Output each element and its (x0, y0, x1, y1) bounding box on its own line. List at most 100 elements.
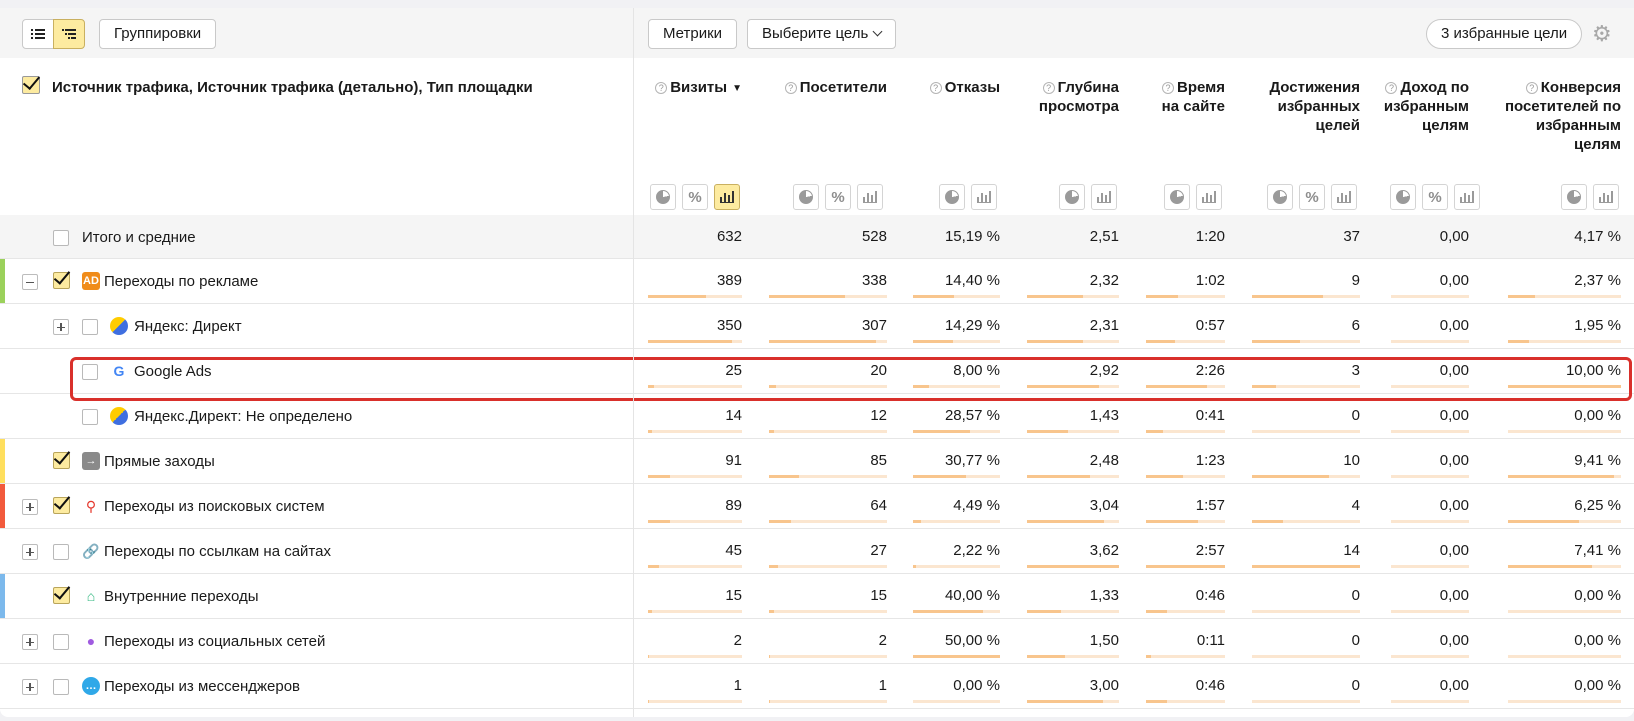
help-icon[interactable]: ? (784, 82, 797, 94)
share-bar-track (1027, 520, 1119, 523)
bar-chart-icon[interactable] (1454, 184, 1480, 210)
row-checkbox[interactable] (53, 587, 70, 604)
table-row[interactable]: … Переходы из мессенджеров 1 1 0,00 % 3,00 0:4… (0, 664, 1634, 709)
cell-visits: 25 (725, 362, 742, 379)
cell-goals: 0 (1351, 632, 1360, 649)
help-icon[interactable]: ? (929, 82, 942, 94)
column-divider (633, 8, 634, 717)
tree-view-button[interactable] (53, 19, 85, 49)
table-row[interactable]: G Google Ads 25 20 8,00 % 2,92 2:26 3 0,00 10,00 … (0, 349, 1634, 394)
share-bar-track (1146, 385, 1225, 388)
pie-chart-icon[interactable] (1561, 184, 1587, 210)
share-bar-track (648, 475, 742, 478)
groupings-button[interactable]: Группировки (99, 19, 217, 49)
pie-chart-icon[interactable] (1059, 184, 1085, 210)
share-bar-track (1508, 340, 1621, 343)
row-checkbox[interactable] (82, 409, 98, 425)
bar-chart-icon[interactable] (1331, 184, 1357, 210)
bar-chart-icon[interactable] (1091, 184, 1117, 210)
metrics-button[interactable]: Метрики (648, 19, 738, 49)
bar-chart-icon[interactable] (1593, 184, 1619, 210)
percent-icon[interactable]: % (682, 184, 708, 210)
cell-goals: 4 (1351, 497, 1360, 514)
row-checkbox[interactable] (53, 272, 70, 289)
table-row[interactable]: ● Переходы из социальных сетей 2 2 50,00 % 1,… (0, 619, 1634, 664)
help-icon[interactable]: ? (1385, 82, 1398, 94)
table-row[interactable]: 🔗 Переходы по ссылкам на сайтах 45 27 2,22 %… (0, 529, 1634, 574)
column-header-depth[interactable]: ? Глубина просмотра (1019, 78, 1119, 116)
row-checkbox[interactable] (53, 497, 70, 514)
row-label[interactable]: Яндекс.Директ: Не определено (134, 408, 353, 425)
help-icon[interactable]: ? (655, 82, 668, 94)
bar-chart-icon[interactable] (714, 184, 740, 210)
pie-chart-icon[interactable] (1390, 184, 1416, 210)
help-icon[interactable]: ? (1162, 82, 1174, 94)
bar-chart-icon[interactable] (971, 184, 997, 210)
row-label[interactable]: Переходы из мессенджеров (104, 678, 301, 695)
column-header-visits[interactable]: ? Визиты ▼ (622, 78, 742, 98)
expand-icon[interactable] (22, 634, 38, 650)
share-bar-fill (913, 520, 921, 523)
column-header-bounce[interactable]: ? Отказы (900, 78, 1000, 97)
yandex-direct-icon (110, 407, 128, 425)
share-bar-fill (1146, 700, 1167, 703)
row-label[interactable]: Переходы из поисковых систем (104, 498, 325, 515)
column-header-visitors[interactable]: ? Посетители (737, 78, 887, 97)
row-checkbox[interactable] (53, 634, 69, 650)
pie-chart-icon[interactable] (650, 184, 676, 210)
collapse-icon[interactable] (22, 274, 38, 290)
totals-row[interactable]: Итого и средние 632 528 15,19 % 2,51 1:20 37 0,… (0, 215, 1634, 259)
percent-icon[interactable]: % (825, 184, 851, 210)
dimension-checkbox[interactable] (22, 76, 40, 94)
expand-icon[interactable] (22, 544, 38, 560)
table-row[interactable]: → Прямые заходы 91 85 30,77 % 2,48 1:23 10 0,00 9… (0, 439, 1634, 484)
table-row[interactable]: Яндекс.Директ: Не определено 14 12 28,57 % 1… (0, 394, 1634, 439)
percent-icon[interactable]: % (1299, 184, 1325, 210)
sort-desc-icon[interactable]: ▼ (732, 83, 742, 94)
favorite-goals-button[interactable]: 3 избранные цели (1426, 19, 1583, 49)
share-bar-fill (769, 430, 774, 433)
table-row[interactable]: AD Переходы по рекламе 389 338 14,40 % 2,32 1:… (0, 259, 1634, 304)
row-label[interactable]: Прямые заходы (104, 453, 215, 470)
gear-icon[interactable]: ⚙ (1592, 21, 1612, 46)
pie-chart-icon[interactable] (1267, 184, 1293, 210)
row-checkbox[interactable] (53, 679, 69, 695)
list-view-button[interactable] (22, 19, 54, 49)
table-row[interactable]: ⚲ Переходы из поисковых систем 89 64 4,49 % 3… (0, 484, 1634, 529)
cell-depth: 2,31 (1089, 317, 1119, 334)
cell-goals: 10 (1343, 452, 1360, 469)
expand-icon[interactable] (22, 499, 38, 515)
goal-select[interactable]: Выберите цель (747, 19, 897, 49)
column-header-time[interactable]: ? Время на сайте (1145, 78, 1225, 116)
table-row[interactable]: ⌂ Внутренние переходы 15 15 40,00 % 1,33 0:46 0… (0, 574, 1634, 619)
share-bar-track (913, 295, 1000, 298)
row-label[interactable]: Переходы из социальных сетей (104, 633, 326, 650)
percent-icon[interactable]: % (1422, 184, 1448, 210)
pie-chart-icon[interactable] (793, 184, 819, 210)
row-checkbox[interactable] (82, 319, 98, 335)
row-checkbox[interactable] (82, 364, 98, 380)
expand-icon[interactable] (53, 319, 69, 335)
row-checkbox[interactable] (53, 230, 69, 246)
column-header-goals[interactable]: Достижения избранных целей (1250, 78, 1360, 135)
row-checkbox[interactable] (53, 544, 69, 560)
column-header-revenue[interactable]: ? Доход по избранным целям (1369, 78, 1469, 135)
row-label[interactable]: Переходы по ссылкам на сайтах (104, 543, 331, 560)
row-label[interactable]: Переходы по рекламе (104, 273, 259, 290)
row-label[interactable]: Яндекс: Директ (134, 318, 242, 335)
help-icon[interactable]: ? (1525, 82, 1538, 94)
share-bar-fill (913, 655, 1000, 658)
help-icon[interactable]: ? (1042, 82, 1055, 94)
row-label[interactable]: Внутренние переходы (104, 588, 259, 605)
bar-chart-icon[interactable] (1196, 184, 1222, 210)
column-header-conversion[interactable]: ? Конверсия посетителей по избранным целя… (1501, 78, 1621, 154)
dimension-title[interactable]: Источник трафика, Источник трафика (дета… (52, 79, 533, 96)
pie-chart-icon[interactable] (1164, 184, 1190, 210)
bar-chart-icon[interactable] (857, 184, 883, 210)
expand-icon[interactable] (22, 679, 38, 695)
row-label[interactable]: Google Ads (134, 363, 212, 380)
row-checkbox[interactable] (53, 452, 70, 469)
cell-bounce: 2,22 % (953, 542, 1000, 559)
table-row[interactable]: Яндекс: Директ 350 307 14,29 % 2,31 0:57 6 0,00… (0, 304, 1634, 349)
pie-chart-icon[interactable] (939, 184, 965, 210)
